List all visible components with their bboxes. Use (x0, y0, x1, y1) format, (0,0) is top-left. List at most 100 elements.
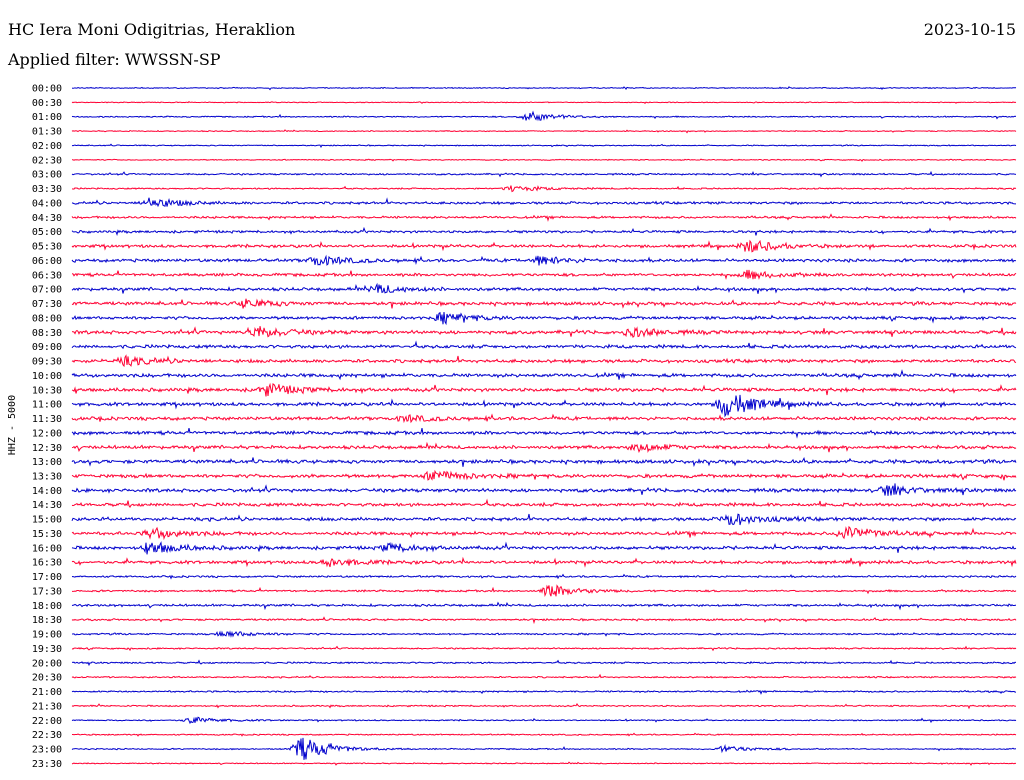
trace-0730 (71, 298, 1017, 309)
trace-2030 (71, 673, 1017, 679)
time-tick-label: 13:00 (32, 457, 62, 468)
trace-0930 (71, 354, 1017, 368)
time-tick-label: 00:00 (32, 84, 62, 95)
time-tick-label: 20:30 (32, 673, 62, 684)
time-tick-label: 16:30 (32, 558, 62, 569)
time-tick-label: 14:00 (32, 486, 62, 497)
trace-1930 (71, 645, 1017, 652)
time-tick-label: 15:00 (32, 515, 62, 526)
trace-2200 (71, 716, 1017, 725)
trace-1000 (71, 369, 1017, 381)
time-tick-label: 15:30 (32, 529, 62, 540)
trace-0800 (71, 311, 1017, 326)
time-tick-label: 03:30 (32, 184, 62, 195)
trace-2130 (71, 703, 1017, 710)
trace-0230 (71, 158, 1017, 162)
trace-0000 (71, 86, 1017, 91)
time-tick-label: 19:00 (32, 630, 62, 641)
time-tick-label: 23:30 (32, 759, 62, 770)
time-tick-label: 03:00 (32, 170, 62, 181)
trace-1330 (71, 469, 1017, 481)
trace-0300 (71, 170, 1017, 178)
trace-1700 (71, 573, 1017, 580)
trace-0400 (71, 197, 1017, 208)
time-tick-label: 23:00 (32, 745, 62, 756)
time-tick-label: 21:00 (32, 687, 62, 698)
time-tick-label: 17:00 (32, 572, 62, 583)
trace-0200 (71, 143, 1017, 149)
time-tick-label: 20:00 (32, 658, 62, 669)
time-tick-label: 07:00 (32, 285, 62, 296)
trace-0900 (71, 340, 1017, 350)
trace-0030 (71, 100, 1017, 104)
trace-0600 (71, 254, 1017, 266)
station-title: HC Iera Moni Odigitrias, Heraklion (8, 20, 296, 39)
trace-2230 (71, 732, 1017, 737)
trace-0630 (71, 269, 1017, 280)
trace-2100 (71, 689, 1017, 695)
time-tick-label: 16:00 (32, 543, 62, 554)
time-tick-label: 06:00 (32, 256, 62, 267)
time-tick-label: 08:30 (32, 328, 62, 339)
time-tick-label: 02:00 (32, 141, 62, 152)
trace-0830 (71, 326, 1017, 339)
trace-1100 (71, 394, 1017, 418)
trace-1800 (71, 601, 1017, 611)
y-axis-label: HHZ - 5000 (7, 395, 18, 455)
trace-group (71, 86, 1017, 766)
time-tick-label: 22:30 (32, 730, 62, 741)
time-tick-label: 09:30 (32, 357, 62, 368)
filter-label: Applied filter: WWSSN-SP (8, 50, 221, 69)
time-tick-label: 11:00 (32, 400, 62, 411)
trace-1230 (71, 441, 1017, 454)
trace-2000 (71, 659, 1017, 667)
time-tick-label: 10:00 (32, 371, 62, 382)
trace-1430 (71, 498, 1017, 508)
time-tick-label: 12:30 (32, 443, 62, 454)
trace-0330 (71, 185, 1017, 193)
trace-1030 (71, 382, 1017, 397)
trace-0700 (71, 282, 1017, 294)
time-tick-label: 08:00 (32, 313, 62, 324)
plot-date: 2023-10-15 (923, 20, 1016, 39)
trace-1500 (71, 513, 1017, 526)
time-tick-label: 09:00 (32, 342, 62, 353)
time-tick-label: 14:30 (32, 500, 62, 511)
trace-1900 (72, 630, 1017, 638)
trace-1130 (71, 413, 1017, 424)
trace-1300 (71, 456, 1017, 468)
time-axis: 00:00 00:30 01:00 01:30 02:00 02:30 03:00 03:30… (32, 84, 62, 770)
time-tick-label: 01:00 (32, 112, 62, 123)
time-tick-label: 07:30 (32, 299, 62, 310)
trace-1530 (71, 525, 1017, 541)
time-tick-label: 05:30 (32, 242, 62, 253)
trace-0430 (71, 213, 1017, 222)
time-tick-label: 04:00 (32, 198, 62, 209)
trace-0130 (71, 129, 1017, 134)
time-tick-label: 02:30 (32, 155, 62, 166)
trace-1730 (71, 584, 1017, 598)
time-tick-label: 17:30 (32, 586, 62, 597)
trace-0100 (71, 110, 1017, 122)
time-tick-label: 04:30 (32, 213, 62, 224)
time-tick-label: 05:00 (32, 227, 62, 238)
time-tick-label: 00:30 (32, 98, 62, 109)
trace-2330 (71, 761, 1017, 766)
trace-1200 (71, 427, 1017, 439)
trace-1400 (71, 483, 1017, 496)
time-tick-label: 21:30 (32, 701, 62, 712)
time-tick-label: 06:30 (32, 270, 62, 281)
trace-1600 (71, 541, 1017, 555)
trace-0500 (71, 226, 1017, 236)
time-tick-label: 18:30 (32, 615, 62, 626)
time-tick-label: 01:30 (32, 127, 62, 138)
trace-1830 (71, 616, 1017, 625)
time-tick-label: 22:00 (32, 716, 62, 727)
time-tick-label: 12:00 (32, 428, 62, 439)
time-tick-label: 19:30 (32, 644, 62, 655)
time-tick-label: 10:30 (32, 385, 62, 396)
time-tick-label: 13:30 (32, 471, 62, 482)
time-tick-label: 11:30 (32, 414, 62, 425)
time-tick-label: 18:00 (32, 601, 62, 612)
